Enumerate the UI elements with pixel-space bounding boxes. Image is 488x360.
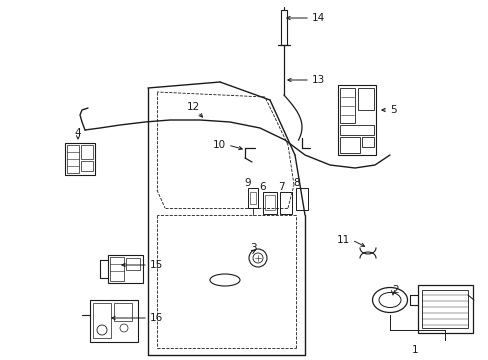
Bar <box>65 143 95 175</box>
Bar <box>361 137 373 147</box>
Bar <box>339 137 359 153</box>
Bar <box>249 192 256 204</box>
Ellipse shape <box>209 274 240 286</box>
Text: 8: 8 <box>293 178 300 188</box>
Bar <box>93 303 111 338</box>
Text: 9: 9 <box>244 178 251 188</box>
Bar <box>339 125 373 135</box>
Text: 13: 13 <box>311 75 325 85</box>
Text: 16: 16 <box>150 313 163 323</box>
Bar <box>339 88 354 123</box>
Bar <box>108 255 142 283</box>
Text: 2: 2 <box>391 285 398 295</box>
Text: 15: 15 <box>150 260 163 270</box>
Bar <box>357 88 373 110</box>
Bar <box>90 300 138 342</box>
Text: 7: 7 <box>277 182 284 192</box>
Bar <box>247 188 258 208</box>
Bar <box>417 285 472 333</box>
Bar <box>295 188 307 210</box>
Text: 4: 4 <box>75 128 81 138</box>
Text: 14: 14 <box>311 13 325 23</box>
Bar <box>67 145 79 173</box>
Bar <box>126 258 140 270</box>
Ellipse shape <box>372 288 407 312</box>
Text: 5: 5 <box>389 105 396 115</box>
Bar <box>110 257 124 281</box>
Text: 11: 11 <box>336 235 349 245</box>
Text: 10: 10 <box>212 140 225 150</box>
Text: 6: 6 <box>259 182 266 192</box>
Bar <box>81 161 93 171</box>
Bar <box>337 85 375 155</box>
Text: 3: 3 <box>249 243 256 253</box>
Bar <box>264 195 274 210</box>
Bar <box>280 192 291 214</box>
Bar <box>421 290 467 328</box>
Bar <box>81 145 93 159</box>
Text: 12: 12 <box>186 102 199 112</box>
Bar <box>114 303 132 321</box>
Bar <box>281 10 286 45</box>
Bar <box>263 192 276 214</box>
Text: 1: 1 <box>411 345 417 355</box>
Ellipse shape <box>378 292 400 307</box>
